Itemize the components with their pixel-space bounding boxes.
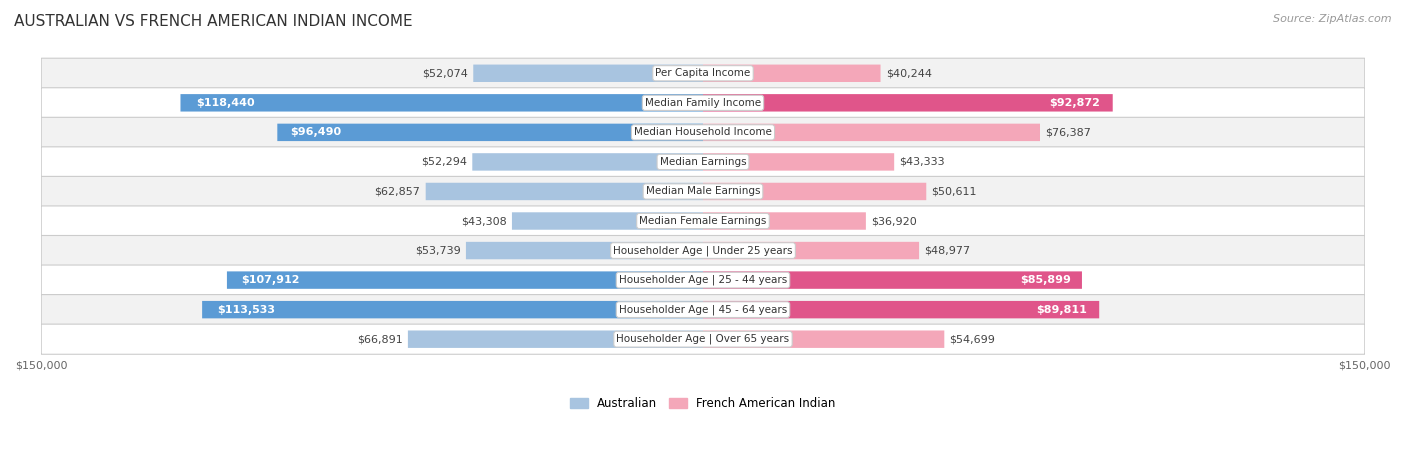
FancyBboxPatch shape <box>202 301 703 318</box>
Text: $66,891: $66,891 <box>357 334 402 344</box>
Text: $118,440: $118,440 <box>197 98 254 108</box>
Text: $62,857: $62,857 <box>374 186 420 197</box>
Text: Householder Age | 25 - 44 years: Householder Age | 25 - 44 years <box>619 275 787 285</box>
FancyBboxPatch shape <box>703 64 880 82</box>
Text: $89,811: $89,811 <box>1036 304 1087 315</box>
Text: $43,333: $43,333 <box>900 157 945 167</box>
Text: Median Household Income: Median Household Income <box>634 127 772 137</box>
Text: $96,490: $96,490 <box>290 127 342 137</box>
FancyBboxPatch shape <box>41 177 1365 206</box>
FancyBboxPatch shape <box>41 58 1365 88</box>
Text: $85,899: $85,899 <box>1019 275 1070 285</box>
FancyBboxPatch shape <box>41 206 1365 236</box>
Text: $50,611: $50,611 <box>932 186 977 197</box>
FancyBboxPatch shape <box>465 242 703 259</box>
FancyBboxPatch shape <box>41 117 1365 148</box>
Text: $48,977: $48,977 <box>924 246 970 255</box>
FancyBboxPatch shape <box>703 301 1099 318</box>
Text: $53,739: $53,739 <box>415 246 461 255</box>
Text: Median Female Earnings: Median Female Earnings <box>640 216 766 226</box>
FancyBboxPatch shape <box>180 94 703 112</box>
Text: $40,244: $40,244 <box>886 68 932 78</box>
Legend: Australian, French American Indian: Australian, French American Indian <box>565 393 841 415</box>
Text: $52,074: $52,074 <box>422 68 468 78</box>
Text: Median Family Income: Median Family Income <box>645 98 761 108</box>
FancyBboxPatch shape <box>703 153 894 170</box>
FancyBboxPatch shape <box>408 331 703 348</box>
FancyBboxPatch shape <box>41 88 1365 118</box>
FancyBboxPatch shape <box>703 242 920 259</box>
FancyBboxPatch shape <box>226 271 703 289</box>
Text: $54,699: $54,699 <box>949 334 995 344</box>
Text: Householder Age | Over 65 years: Householder Age | Over 65 years <box>616 334 790 345</box>
FancyBboxPatch shape <box>277 124 703 141</box>
FancyBboxPatch shape <box>41 147 1365 177</box>
FancyBboxPatch shape <box>512 212 703 230</box>
FancyBboxPatch shape <box>703 271 1083 289</box>
Text: $76,387: $76,387 <box>1045 127 1091 137</box>
Text: $36,920: $36,920 <box>872 216 917 226</box>
Text: $113,533: $113,533 <box>217 304 276 315</box>
Text: Median Male Earnings: Median Male Earnings <box>645 186 761 197</box>
FancyBboxPatch shape <box>703 183 927 200</box>
FancyBboxPatch shape <box>472 153 703 170</box>
Text: Median Earnings: Median Earnings <box>659 157 747 167</box>
FancyBboxPatch shape <box>41 235 1365 266</box>
Text: $107,912: $107,912 <box>242 275 299 285</box>
FancyBboxPatch shape <box>41 295 1365 325</box>
Text: $52,294: $52,294 <box>420 157 467 167</box>
Text: Per Capita Income: Per Capita Income <box>655 68 751 78</box>
Text: $92,872: $92,872 <box>1049 98 1101 108</box>
FancyBboxPatch shape <box>474 64 703 82</box>
FancyBboxPatch shape <box>703 212 866 230</box>
FancyBboxPatch shape <box>703 94 1112 112</box>
Text: AUSTRALIAN VS FRENCH AMERICAN INDIAN INCOME: AUSTRALIAN VS FRENCH AMERICAN INDIAN INC… <box>14 14 413 29</box>
FancyBboxPatch shape <box>426 183 703 200</box>
FancyBboxPatch shape <box>703 124 1040 141</box>
Text: $43,308: $43,308 <box>461 216 506 226</box>
Text: Householder Age | Under 25 years: Householder Age | Under 25 years <box>613 245 793 256</box>
Text: Householder Age | 45 - 64 years: Householder Age | 45 - 64 years <box>619 304 787 315</box>
FancyBboxPatch shape <box>703 331 945 348</box>
FancyBboxPatch shape <box>41 324 1365 354</box>
FancyBboxPatch shape <box>41 265 1365 295</box>
Text: Source: ZipAtlas.com: Source: ZipAtlas.com <box>1274 14 1392 24</box>
